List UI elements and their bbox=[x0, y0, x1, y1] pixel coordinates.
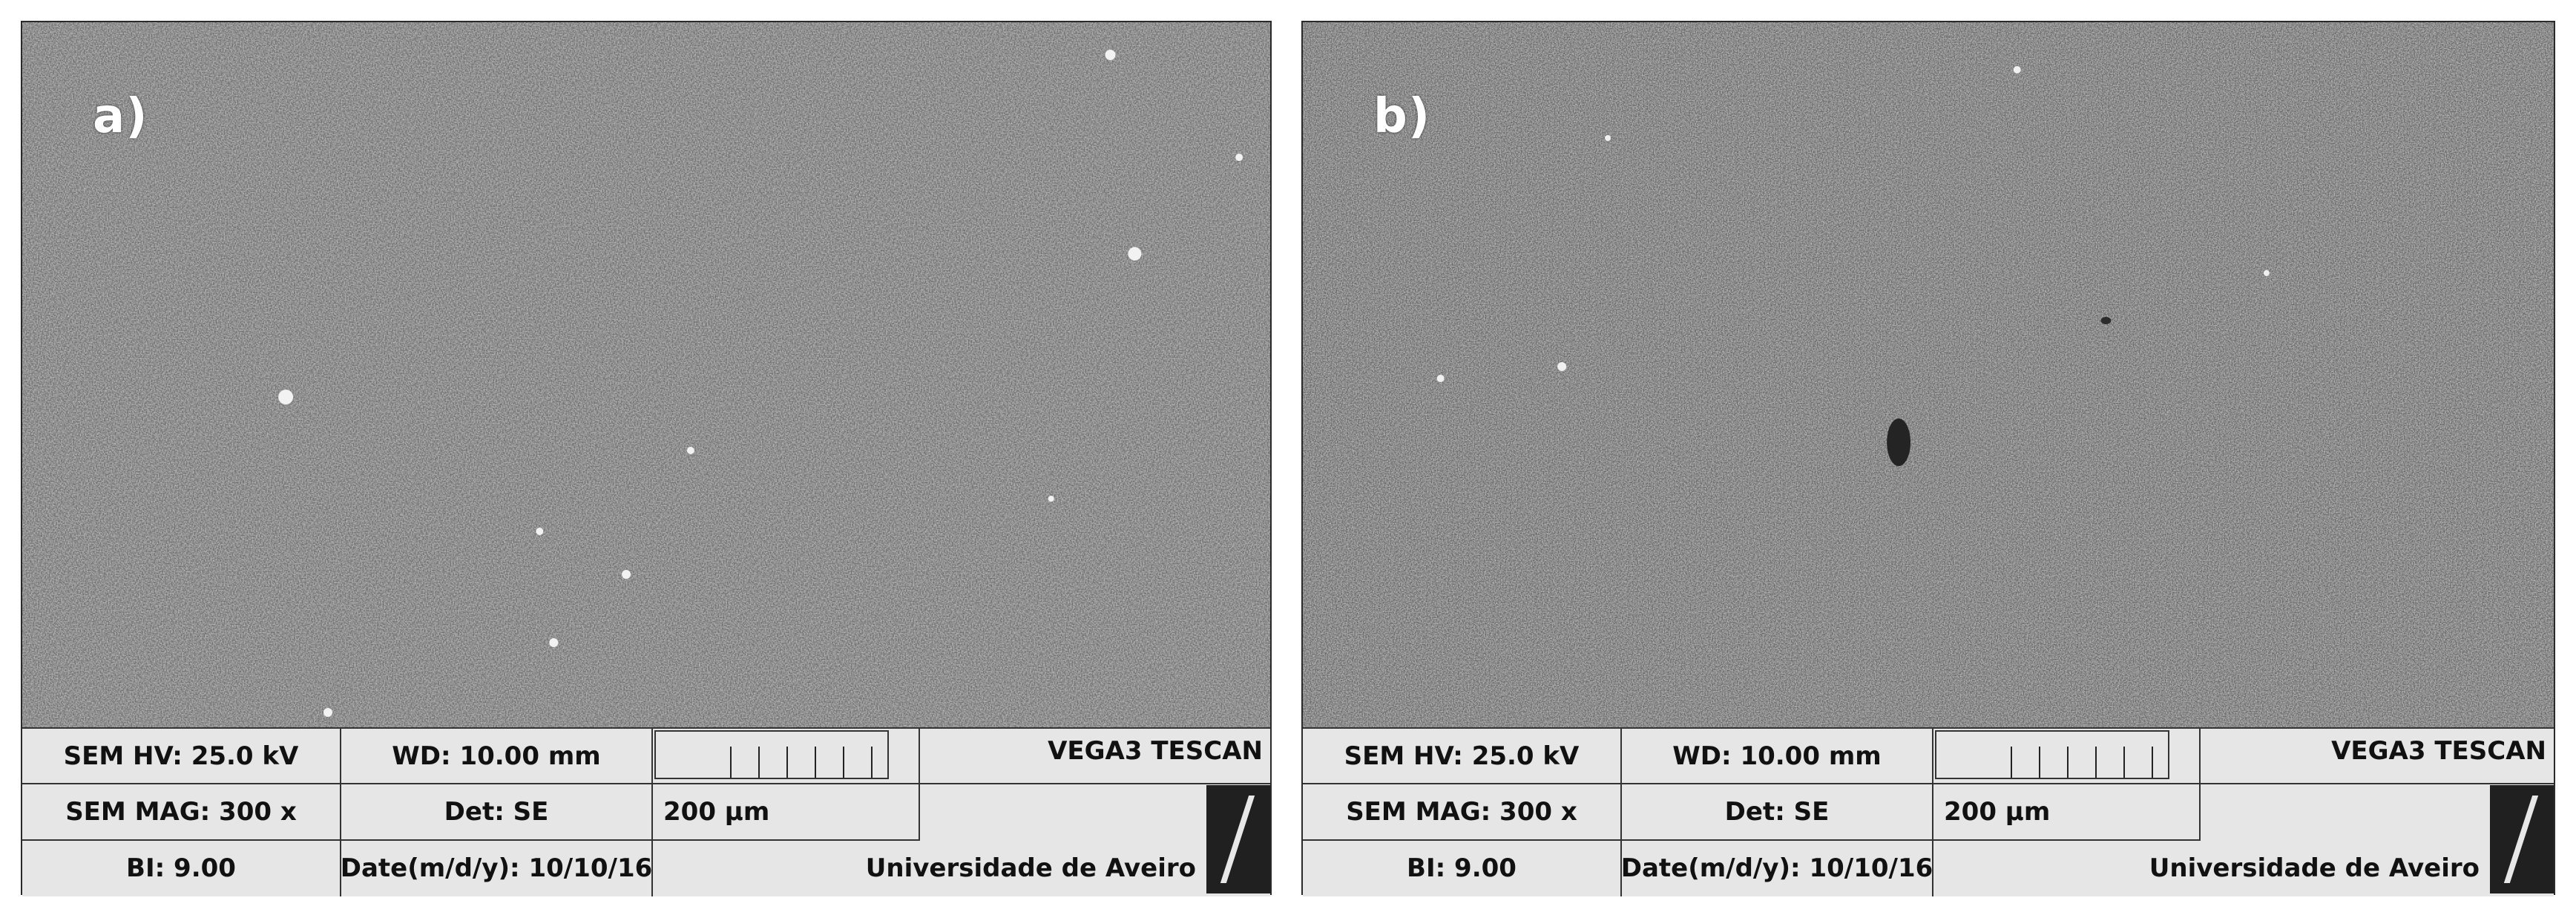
panel-label: a) bbox=[93, 89, 148, 144]
mag-readout: SEM MAG: 300 x bbox=[1303, 784, 1622, 841]
scale-value: 200 μm bbox=[653, 784, 920, 841]
microscope-brand: VEGA3 TESCAN bbox=[2201, 729, 2554, 785]
tescan-logo-icon bbox=[1206, 785, 1270, 893]
detector-readout: Det: SE bbox=[1622, 784, 1933, 841]
panel-label: b) bbox=[1373, 89, 1431, 144]
scale-bar bbox=[653, 729, 920, 785]
institution-name: Universidade de Aveiro bbox=[2149, 853, 2480, 884]
detector-readout: Det: SE bbox=[341, 784, 653, 841]
sem-panel-b: b) SEM HV: 25.0 kV WD: 10.00 mm VEGA3 TE… bbox=[1301, 21, 2555, 896]
scale-ruler bbox=[654, 730, 889, 779]
date-readout: Date(m/d/y): 10/10/16 bbox=[1621, 840, 1933, 896]
mag-readout: SEM MAG: 300 x bbox=[22, 784, 341, 841]
bi-readout: BI: 9.00 bbox=[1303, 840, 1622, 896]
bi-readout: BI: 9.00 bbox=[22, 840, 341, 896]
institution-name: Universidade de Aveiro bbox=[865, 853, 1196, 884]
scale-value: 200 μm bbox=[1933, 784, 2201, 841]
sem-databar: SEM HV: 25.0 kV WD: 10.00 mm VEGA3 TESCA… bbox=[22, 727, 1270, 896]
wd-readout: WD: 10.00 mm bbox=[341, 729, 653, 785]
wd-readout: WD: 10.00 mm bbox=[1622, 729, 1933, 785]
tescan-logo-icon bbox=[2490, 785, 2554, 893]
scale-ruler bbox=[1935, 730, 2169, 779]
microscope-brand: VEGA3 TESCAN bbox=[920, 729, 1270, 785]
hv-readout: SEM HV: 25.0 kV bbox=[1303, 729, 1622, 785]
sem-micrograph-b: b) bbox=[1303, 22, 2554, 727]
scale-bar bbox=[1933, 729, 2201, 785]
sem-panel-a: a) SEM HV: 25.0 kV WD: 10.00 mm VEGA3 TE… bbox=[21, 21, 1272, 896]
hv-readout: SEM HV: 25.0 kV bbox=[22, 729, 341, 785]
sem-micrograph-a: a) bbox=[22, 22, 1270, 727]
sem-databar: SEM HV: 25.0 kV WD: 10.00 mm VEGA3 TESCA… bbox=[1303, 727, 2554, 896]
date-readout: Date(m/d/y): 10/10/16 bbox=[341, 840, 653, 896]
